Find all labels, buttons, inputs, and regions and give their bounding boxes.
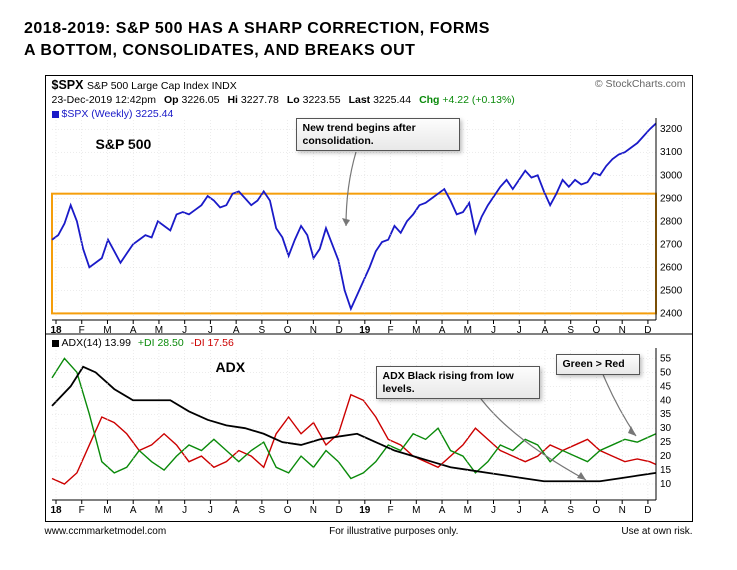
svg-text:O: O: [283, 505, 291, 516]
svg-text:J: J: [207, 505, 212, 516]
svg-text:D: D: [644, 505, 651, 516]
svg-text:18: 18: [50, 325, 62, 336]
svg-text:40: 40: [660, 395, 672, 406]
svg-text:15: 15: [660, 465, 672, 476]
page-title: 2018-2019: S&P 500 HAS A SHARP CORRECTIO…: [24, 18, 713, 61]
svg-text:F: F: [387, 505, 393, 516]
svg-text:A: A: [129, 505, 136, 516]
svg-text:N: N: [618, 505, 625, 516]
panel1-callout: New trend begins after consolidation.: [296, 118, 460, 151]
svg-text:J: J: [491, 505, 496, 516]
footer-mid: For illustrative purposes only.: [329, 526, 458, 537]
svg-text:A: A: [232, 505, 239, 516]
svg-text:20: 20: [660, 451, 672, 462]
svg-text:A: A: [541, 505, 548, 516]
svg-text:J: J: [182, 505, 187, 516]
svg-text:55: 55: [660, 354, 672, 365]
svg-text:18: 18: [50, 505, 62, 516]
panel2-callout1: ADX Black rising from low levels.: [376, 366, 540, 399]
svg-text:M: M: [103, 505, 111, 516]
svg-text:M: M: [154, 325, 162, 336]
svg-text:S: S: [567, 505, 574, 516]
svg-text:S: S: [258, 325, 265, 336]
footer: www.ccmmarketmodel.com For illustrative …: [45, 526, 693, 537]
svg-text:A: A: [438, 325, 445, 336]
svg-text:J: J: [516, 505, 521, 516]
svg-text:3000: 3000: [660, 170, 683, 181]
svg-text:30: 30: [660, 423, 672, 434]
svg-text:M: M: [154, 505, 162, 516]
svg-text:F: F: [387, 325, 393, 336]
footer-left: www.ccmmarketmodel.com: [45, 526, 167, 537]
title-line2: A BOTTOM, CONSOLIDATES, AND BREAKS OUT: [24, 42, 415, 59]
svg-text:A: A: [129, 325, 136, 336]
svg-text:2900: 2900: [660, 193, 683, 204]
svg-text:19: 19: [359, 505, 371, 516]
svg-text:O: O: [592, 505, 600, 516]
svg-text:J: J: [516, 325, 521, 336]
svg-text:10: 10: [660, 479, 672, 490]
svg-text:2800: 2800: [660, 216, 683, 227]
svg-text:2700: 2700: [660, 240, 683, 251]
svg-text:D: D: [644, 325, 651, 336]
svg-text:N: N: [309, 505, 316, 516]
svg-text:45: 45: [660, 381, 672, 392]
svg-text:O: O: [283, 325, 291, 336]
svg-text:D: D: [335, 505, 342, 516]
svg-text:N: N: [618, 325, 625, 336]
svg-text:2400: 2400: [660, 309, 683, 320]
svg-text:S: S: [258, 505, 265, 516]
svg-text:S: S: [567, 325, 574, 336]
svg-text:F: F: [78, 325, 84, 336]
svg-text:J: J: [207, 325, 212, 336]
svg-text:2500: 2500: [660, 286, 683, 297]
svg-text:2600: 2600: [660, 263, 683, 274]
svg-text:J: J: [491, 325, 496, 336]
panel2-callout2: Green > Red: [556, 354, 640, 375]
svg-text:O: O: [592, 325, 600, 336]
title-line1: 2018-2019: S&P 500 HAS A SHARP CORRECTIO…: [24, 20, 490, 37]
svg-text:J: J: [182, 325, 187, 336]
svg-text:N: N: [309, 325, 316, 336]
svg-text:M: M: [463, 325, 471, 336]
svg-text:19: 19: [359, 325, 371, 336]
svg-text:50: 50: [660, 368, 672, 379]
svg-text:A: A: [438, 505, 445, 516]
svg-text:F: F: [78, 505, 84, 516]
svg-text:M: M: [463, 505, 471, 516]
chart-container: $SPX S&P 500 Large Cap Index INDX 23-Dec…: [45, 75, 693, 522]
svg-text:A: A: [541, 325, 548, 336]
svg-text:M: M: [103, 325, 111, 336]
svg-text:M: M: [412, 325, 420, 336]
footer-right: Use at own risk.: [621, 526, 692, 537]
svg-text:3100: 3100: [660, 147, 683, 158]
svg-text:D: D: [335, 325, 342, 336]
svg-text:M: M: [412, 505, 420, 516]
svg-text:25: 25: [660, 437, 672, 448]
svg-text:3200: 3200: [660, 124, 683, 135]
svg-text:35: 35: [660, 409, 672, 420]
svg-text:A: A: [232, 325, 239, 336]
